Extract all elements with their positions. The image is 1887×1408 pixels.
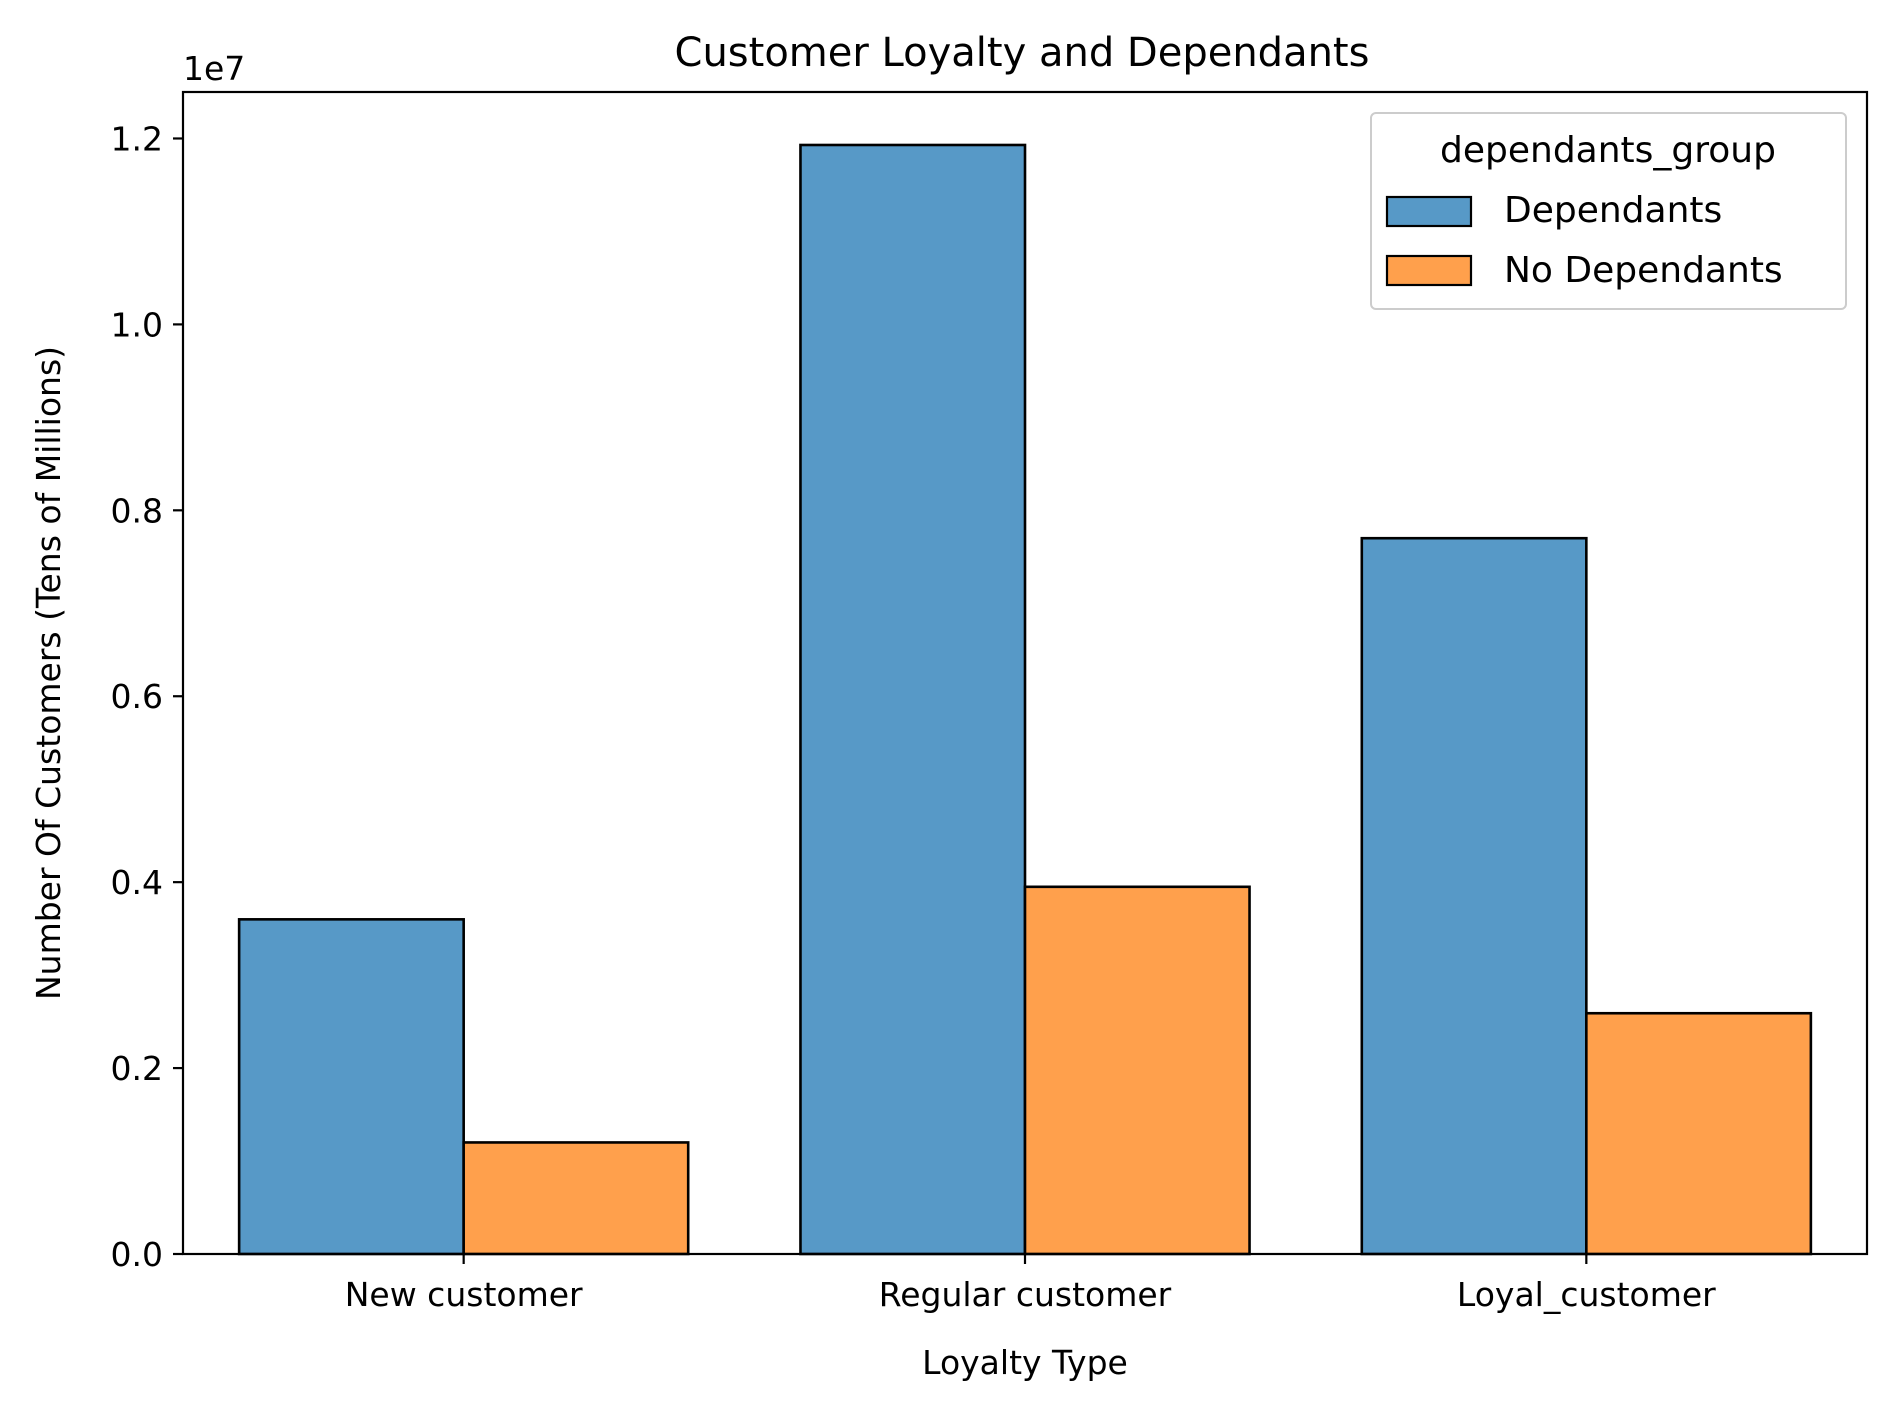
x-tick-label: Loyal_customer xyxy=(1457,1275,1716,1314)
legend-swatch-dependants xyxy=(1385,195,1473,228)
plot-frame xyxy=(181,90,1869,1256)
y-tick-label: 0.0 xyxy=(111,1235,163,1274)
y-tick-label: 0.2 xyxy=(111,1049,163,1088)
bar-no-dependants-0 xyxy=(462,1141,690,1256)
x-tick-label: New customer xyxy=(345,1275,583,1314)
bar-dependants-1 xyxy=(799,143,1027,1256)
y-tick-label: 0.6 xyxy=(111,677,163,716)
bar-no-dependants-2 xyxy=(1585,1011,1813,1256)
legend-title: dependants_group xyxy=(1440,130,1776,171)
chart-title: Customer Loyalty and Dependants xyxy=(675,30,1370,76)
y-tick-label: 1.2 xyxy=(111,119,163,158)
legend-swatch-no-dependants xyxy=(1385,254,1473,287)
x-axis-title: Loyalty Type xyxy=(922,1343,1128,1382)
legend-label-dependants: Dependants xyxy=(1504,190,1722,231)
bar-dependants-0 xyxy=(237,918,465,1256)
bar-no-dependants-1 xyxy=(1023,885,1251,1256)
y-axis-title: Number Of Customers (Tens of Millions) xyxy=(29,346,68,1000)
y-tick-label: 1.0 xyxy=(111,305,163,344)
y-tick-label: 0.8 xyxy=(111,491,163,530)
legend-frame xyxy=(1370,112,1847,310)
y-offset-label: 1e7 xyxy=(183,49,245,88)
y-axis-ticks: 0.0 0.2 0.4 0.6 0.8 1.0 1.2 xyxy=(111,119,183,1274)
bar-dependants-2 xyxy=(1360,536,1588,1256)
legend-label-no-dependants: No Dependants xyxy=(1504,250,1783,291)
bars xyxy=(237,143,1813,1256)
x-tick-label: Regular customer xyxy=(879,1275,1172,1314)
legend: dependants_group Dependants No Dependant… xyxy=(1370,112,1847,310)
x-axis-ticks: New customer Regular customer Loyal_custom… xyxy=(345,1254,1716,1314)
y-tick-label: 0.4 xyxy=(111,863,163,902)
